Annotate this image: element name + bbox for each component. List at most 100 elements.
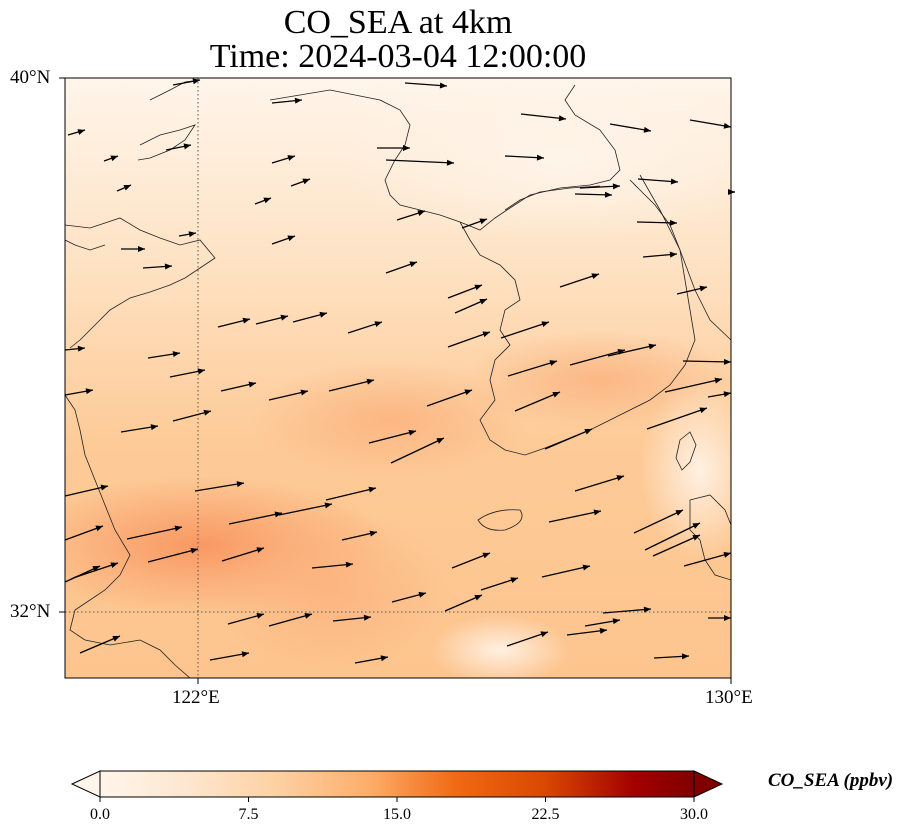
wind-vector-head [403, 145, 410, 151]
wind-vector-head [190, 547, 198, 554]
wind-vector-head [670, 178, 678, 185]
wind-vector-head [723, 122, 731, 129]
wind-vector-head [263, 197, 271, 204]
wind-vector-head [274, 511, 282, 518]
wind-vector [221, 547, 265, 562]
wind-vector-head [100, 484, 108, 491]
wind-vector-head [723, 551, 731, 558]
coastline-dmz [504, 185, 601, 211]
wind-vector-head [287, 235, 295, 242]
wind-vector-head [300, 389, 308, 396]
colorbar-tick-label: 0.0 [90, 806, 110, 823]
wind-vector-head [612, 618, 620, 625]
wind-vector-head [304, 612, 312, 619]
colorbar-tick-label: 15.0 [383, 806, 411, 823]
title-line-2: Time: 2024-03-04 12:00:00 [209, 38, 587, 75]
wind-vector-head [324, 502, 332, 509]
wind-vector-head [236, 481, 244, 488]
plot-frame [64, 77, 732, 679]
wind-vector-head [604, 191, 612, 198]
wind-vector-head [474, 284, 482, 291]
wind-vector-head [418, 591, 426, 598]
wind-vector-head [203, 409, 211, 416]
wind-vector-head [648, 343, 656, 350]
wind-vector [682, 360, 732, 363]
wind-vector-head [591, 273, 599, 280]
wind-vector [514, 391, 561, 412]
wind-vector-head [366, 378, 374, 385]
wind-vector [506, 631, 549, 647]
colorbar-label: CO_SEA (ppbv) [768, 770, 894, 791]
wind-vector-head [436, 438, 444, 444]
wind-vector-head [248, 381, 256, 388]
wind-vector-head [669, 251, 677, 258]
wind-vector [79, 635, 121, 654]
wind-vector-head [302, 178, 310, 185]
wind-vector [544, 428, 593, 450]
wind-vector-head [699, 285, 707, 292]
field-hotspot [250, 360, 530, 480]
wind-vector [541, 565, 591, 578]
wind-vector-head [692, 535, 700, 541]
wind-vector-head [541, 321, 549, 328]
tsushima-island [675, 431, 697, 471]
wind-vector-head [85, 388, 93, 395]
wind-vector-head [319, 311, 327, 318]
wind-vector [385, 159, 455, 164]
wind-vector-head [479, 299, 487, 305]
wind-vector [194, 482, 245, 492]
wind-vector [607, 344, 657, 357]
coastline-korea-north [269, 84, 621, 231]
wind-vector-head [280, 314, 288, 321]
wind-vector-head [294, 97, 302, 104]
wind-vector-head [549, 360, 557, 366]
wind-vector-head [584, 428, 592, 435]
wind-vectors [64, 78, 735, 664]
wind-vector-head [110, 562, 118, 569]
field-low [640, 380, 731, 560]
wind-vector [683, 552, 732, 567]
wind-vector [500, 321, 550, 339]
map-title: CO_SEA at 4km Time: 2024-03-04 12:00:00 [0, 6, 796, 74]
wind-vector-head [138, 246, 145, 252]
wind-vector-head [723, 358, 731, 365]
wind-vector-head [77, 129, 85, 135]
wind-vector [126, 526, 183, 540]
wind-vector-head [256, 612, 264, 619]
wind-vector-head [479, 218, 487, 225]
wind-vector-head [446, 159, 454, 166]
wind-vector-head [723, 391, 731, 398]
kyushu-coast [689, 494, 731, 581]
colorbar-extend-high [693, 770, 724, 798]
wind-vector-head [669, 219, 677, 226]
wind-vector-head [408, 429, 416, 436]
wind-vector-head [699, 407, 707, 414]
wind-vector-head [439, 82, 447, 89]
wind-vector-head [369, 530, 377, 537]
wind-vector-head [417, 210, 425, 216]
wind-vector [404, 82, 448, 87]
wind-vector-head [724, 615, 731, 621]
wind-vector [664, 378, 723, 393]
colorbar-tick-label: 22.5 [531, 806, 560, 823]
colorbar-extend-low [70, 770, 101, 798]
wind-vector-head [536, 154, 544, 161]
axis-ticks [59, 77, 732, 684]
wind-vector-head [409, 261, 417, 268]
wind-vector-head [183, 143, 191, 150]
wind-vector-head [174, 525, 182, 532]
colorbar-tick-label: 7.5 [238, 806, 259, 823]
wind-vector-head [172, 351, 180, 358]
wind-vector [633, 509, 684, 534]
wind-vector-head [675, 510, 683, 516]
lat-label-40n: 40°N [10, 67, 51, 88]
coastline-liaoning [65, 239, 106, 251]
wind-vector [644, 522, 701, 551]
wind-vector [278, 503, 333, 516]
wind-vector-head [112, 635, 120, 642]
wind-vector-head [510, 577, 518, 584]
wind-vector-head [256, 547, 264, 553]
wind-vector [652, 534, 701, 557]
jeju-island [477, 509, 523, 531]
